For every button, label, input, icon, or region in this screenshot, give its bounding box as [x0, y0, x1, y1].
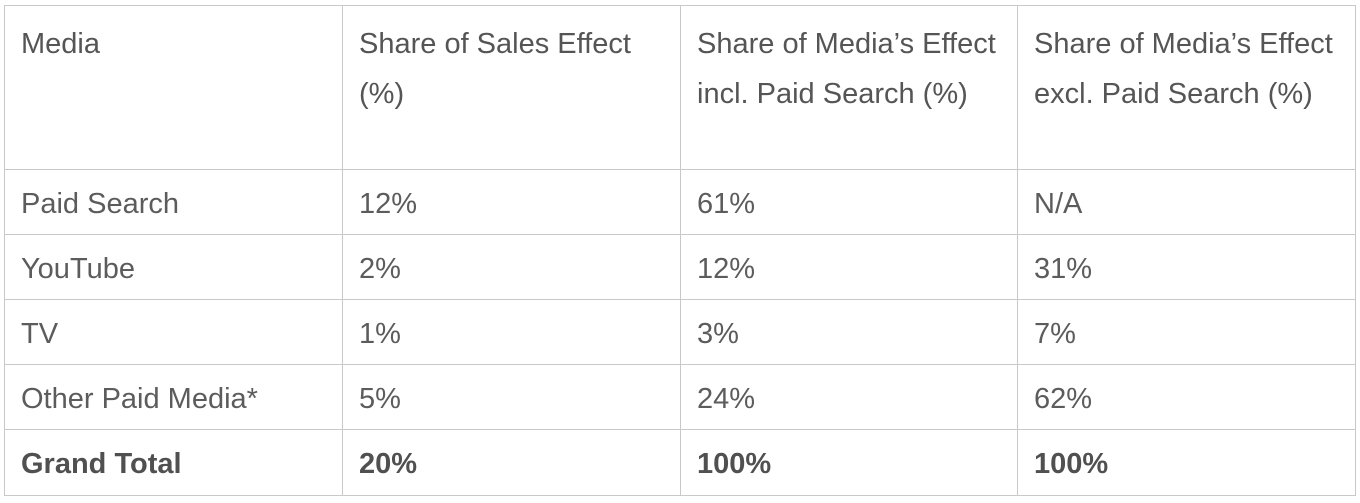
table-cell-sales-share: 1%	[342, 299, 681, 365]
column-header-share-excl-paid-search: Share of Media’s Effect excl. Paid Searc…	[1017, 5, 1356, 170]
table-cell-media: TV	[4, 299, 343, 365]
table-row: TV 1% 3% 7%	[4, 299, 1356, 365]
table-header-row: Media Share of Sales Effect (%) Share of…	[4, 5, 1356, 170]
table-cell-media: Other Paid Media*	[4, 364, 343, 430]
table-cell-incl-share: 12%	[680, 234, 1018, 300]
column-header-share-incl-paid-search: Share of Media’s Effect incl. Paid Searc…	[680, 5, 1018, 170]
grand-total-excl-share: 100%	[1017, 429, 1356, 496]
column-header-share-of-sales-effect: Share of Sales Effect (%)	[342, 5, 681, 170]
table-cell-sales-share: 5%	[342, 364, 681, 430]
table-cell-sales-share: 12%	[342, 169, 681, 235]
table-cell-incl-share: 24%	[680, 364, 1018, 430]
table-cell-media: Paid Search	[4, 169, 343, 235]
table-cell-excl-share: 62%	[1017, 364, 1356, 430]
grand-total-label: Grand Total	[4, 429, 343, 496]
table-cell-excl-share: 7%	[1017, 299, 1356, 365]
grand-total-row: Grand Total 20% 100% 100%	[4, 429, 1356, 496]
grand-total-sales-share: 20%	[342, 429, 681, 496]
table-cell-excl-share: N/A	[1017, 169, 1356, 235]
table-cell-excl-share: 31%	[1017, 234, 1356, 300]
table-row: YouTube 2% 12% 31%	[4, 234, 1356, 300]
media-effect-table: Media Share of Sales Effect (%) Share of…	[4, 5, 1356, 496]
table-row: Other Paid Media* 5% 24% 62%	[4, 364, 1356, 430]
table-row: Paid Search 12% 61% N/A	[4, 169, 1356, 235]
media-effect-table-container: Media Share of Sales Effect (%) Share of…	[4, 5, 1356, 496]
table-cell-incl-share: 61%	[680, 169, 1018, 235]
table-cell-incl-share: 3%	[680, 299, 1018, 365]
table-cell-sales-share: 2%	[342, 234, 681, 300]
grand-total-incl-share: 100%	[680, 429, 1018, 496]
table-cell-media: YouTube	[4, 234, 343, 300]
column-header-media: Media	[4, 5, 343, 170]
